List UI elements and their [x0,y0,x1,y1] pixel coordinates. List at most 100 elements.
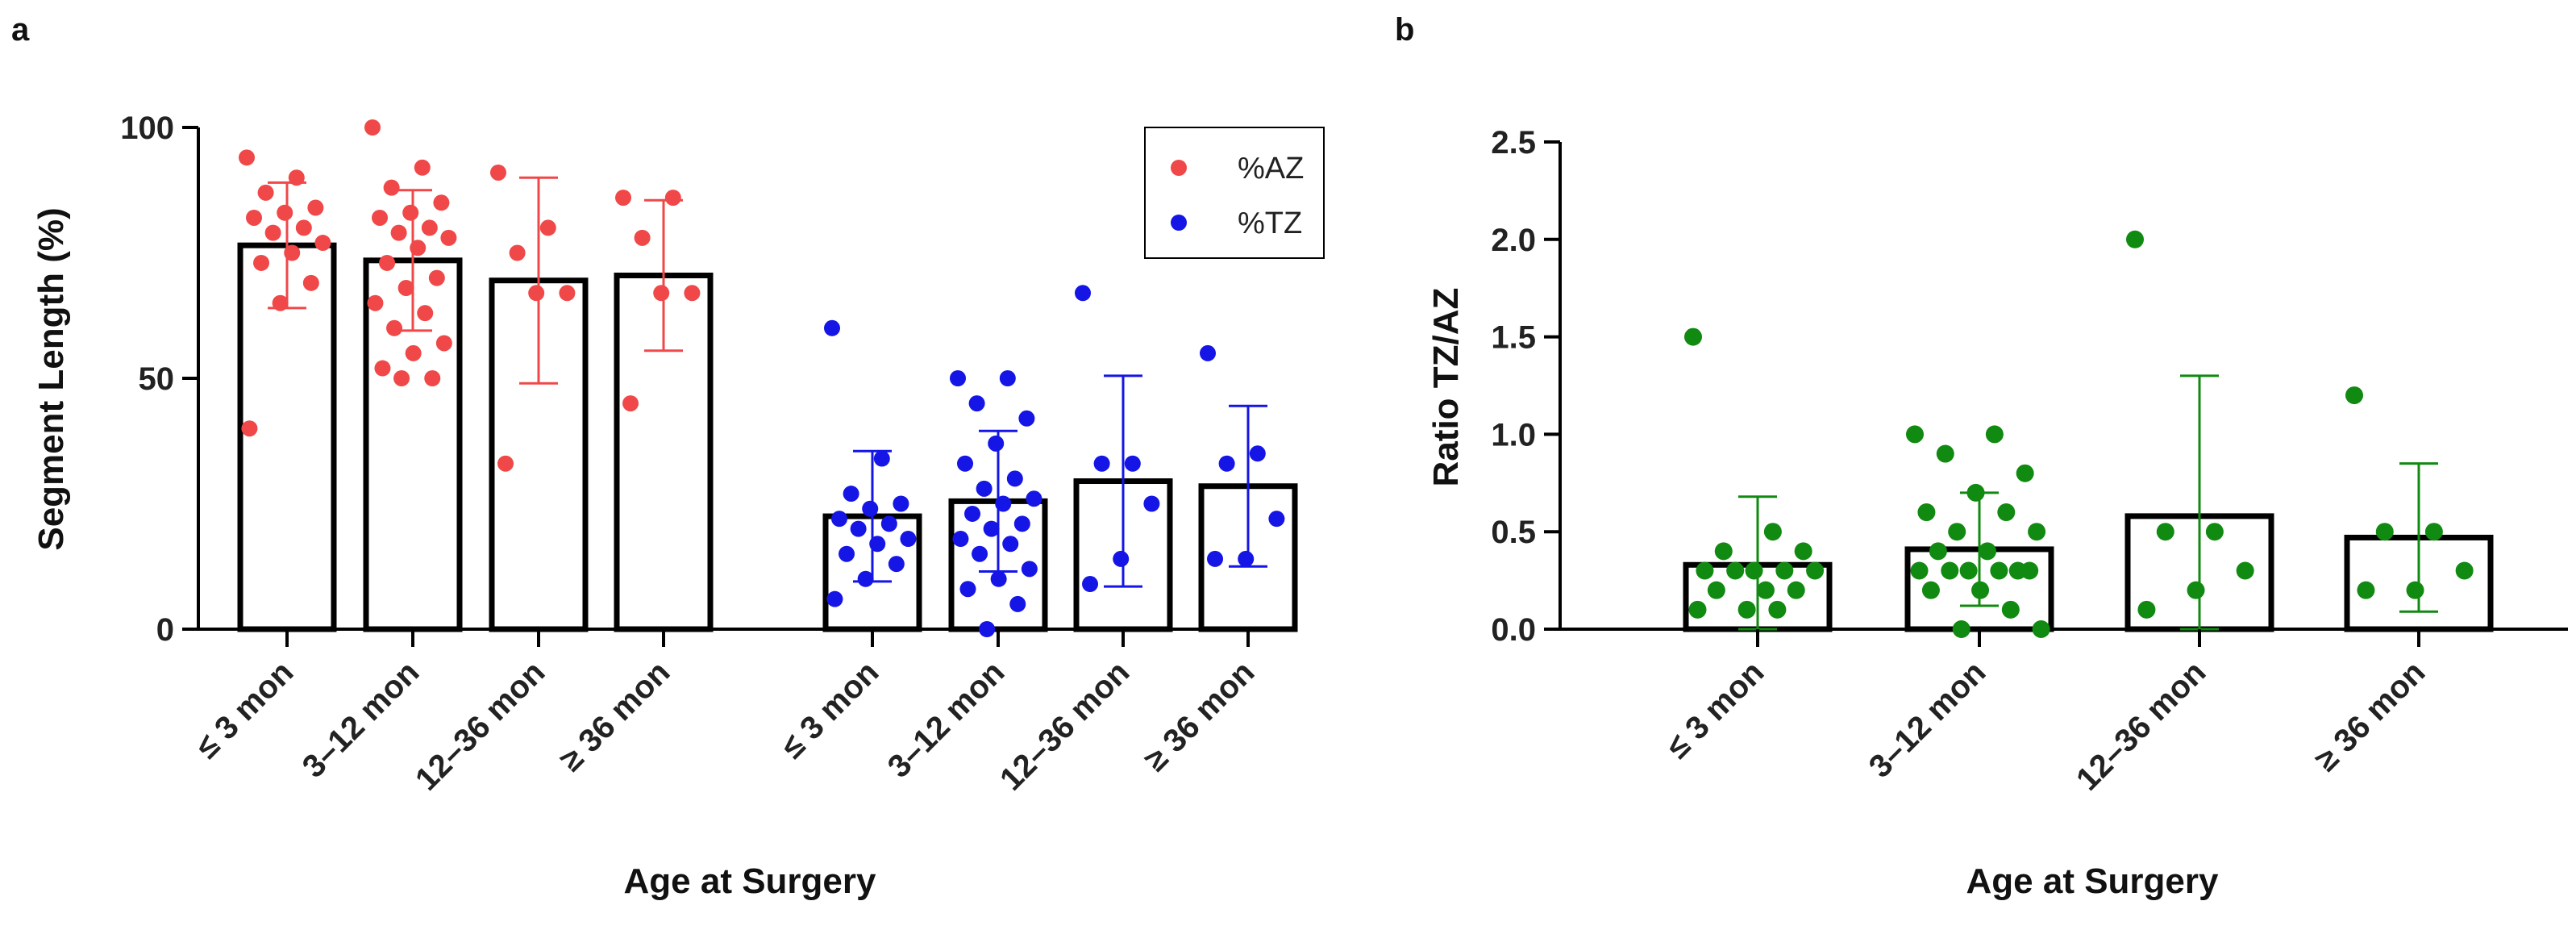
data-point [622,395,639,412]
data-point [1997,503,2016,522]
data-point [1941,561,1959,580]
data-point [1002,536,1019,553]
data-point [239,149,255,166]
panel-b-chart: b 0.0 0.5 1.0 1.5 2.0 2.5 ≤ 3 mon 3–12 mon 12–36… [1395,12,2568,901]
data-point [653,285,670,302]
data-point [372,209,389,226]
data-point [1006,470,1023,487]
data-point [1124,455,1141,472]
data-point [2028,523,2046,541]
data-point [241,420,258,437]
data-point [1971,581,1990,599]
data-point [950,370,966,386]
data-point [424,370,441,386]
data-point [383,179,400,196]
data-point [615,190,631,206]
data-point [990,570,1007,587]
data-point [1238,550,1255,567]
legend: %AZ %TZ [1144,127,1325,259]
data-point [2137,600,2156,619]
data-point [539,219,556,236]
data-point [869,536,886,553]
x-tick-label: 3–12 mon [296,654,427,785]
data-point [405,344,422,361]
data-point [2001,600,2020,619]
data-point [1794,542,1812,561]
data-point [440,229,457,246]
data-point [2406,581,2424,599]
data-point [1696,561,1714,580]
data-point [414,159,431,176]
data-point [1756,581,1775,599]
data-point [1910,561,1929,580]
data-point [888,556,905,573]
data-point [1018,410,1035,427]
data-point [959,581,976,598]
data-point [390,224,407,241]
x-tick-label: ≤ 3 mon [189,654,301,765]
legend-entry: %TZ [1238,206,1302,240]
data-point [1787,581,1805,599]
legend-entry: %AZ [1238,152,1304,186]
data-point [1707,581,1725,599]
panel-b-label: b [1395,12,1414,48]
data-point [2357,581,2375,599]
data-point [2205,523,2224,541]
bar-az-0 [237,242,337,632]
data-point [893,495,909,512]
data-point [2032,620,2050,638]
data-point [1806,561,1825,580]
data-point [1082,576,1099,593]
data-point [976,480,993,497]
data-point [1207,550,1224,567]
data-point [2455,561,2474,580]
x-axis-title: Age at Surgery [1966,861,2220,901]
y-tick-label: 2.5 [1491,125,1536,161]
data-point [402,204,419,221]
data-point [1985,425,2004,444]
data-point [1714,542,1733,561]
x-tick-label: ≥ 36 mon [2308,654,2432,778]
y-tick-label: 50 [139,361,175,397]
x-tick-label: ≤ 3 mon [775,654,886,765]
data-point [839,545,855,562]
data-point [559,285,576,302]
data-point [983,520,1000,537]
x-tick-label: 3–12 mon [1862,654,1993,785]
data-point [374,360,391,377]
data-point [972,545,988,562]
x-tick-label: 12–36 mon [2070,654,2212,797]
data-point [367,294,384,311]
data-point [257,184,274,201]
data-point [1688,600,1707,619]
data-point [826,590,843,607]
data-point [410,240,427,257]
data-point [880,515,897,532]
data-point [528,285,545,302]
data-point [428,269,445,286]
data-point [862,500,879,517]
data-point [433,194,450,211]
data-point [2126,230,2144,248]
y-tick-label: 1.5 [1491,320,1536,356]
data-point [1113,550,1130,567]
data-point [1021,561,1038,578]
data-point [1978,542,1996,561]
data-point [1745,561,1763,580]
data-point [497,455,514,472]
data-point [979,621,996,637]
data-point [1948,523,1966,541]
x-axis-title: Age at Surgery [624,861,877,901]
data-point [634,229,651,246]
data-point [1200,344,1216,361]
data-point [824,319,840,336]
data-point [1009,595,1026,612]
y-tick-label: 2.0 [1491,223,1536,258]
data-point [272,294,289,311]
data-point [2016,464,2034,482]
data-point [999,370,1016,386]
data-point [1737,600,1756,619]
legend-marker [1171,160,1187,176]
data-point [253,254,270,271]
